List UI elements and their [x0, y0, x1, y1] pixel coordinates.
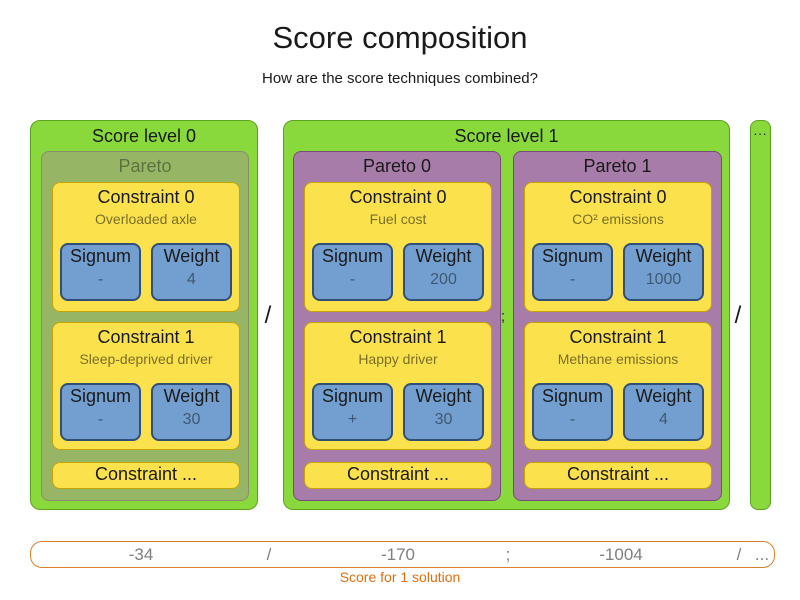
score-bar: -34 / -170 ; -1004 / ... — [30, 541, 775, 568]
weight-box: Weight 4 — [623, 383, 704, 441]
weight-box: Weight 1000 — [623, 243, 704, 301]
weight-value: 4 — [659, 411, 668, 428]
score-bar-caption: Score for 1 solution — [339, 569, 461, 585]
page-subtitle: How are the score techniques combined? — [262, 70, 538, 87]
constraint-description: Overloaded axle — [95, 211, 197, 227]
signum-value: - — [97, 271, 104, 288]
weight-label: Weight — [415, 386, 472, 406]
pareto-1-box: Pareto 1 Constraint 0 CO² emissions Sign… — [513, 151, 722, 501]
weight-value: 4 — [187, 271, 196, 288]
signum-weight-row: Signum - Weight 30 — [60, 383, 232, 441]
constraint-card: Constraint 0 Overloaded axle Signum - We… — [52, 182, 240, 312]
weight-label: Weight — [163, 386, 220, 406]
signum-weight-row: Signum - Weight 4 — [60, 243, 232, 301]
signum-box: Signum + — [312, 383, 393, 441]
signum-box: Signum - — [532, 383, 613, 441]
constraint-title: Constraint 0 — [97, 187, 195, 207]
score-level-1-box: Score level 1 Pareto 0 Constraint 0 Fuel… — [283, 120, 730, 510]
constraint-description: CO² emissions — [572, 211, 664, 227]
pareto-0-title: Pareto 0 — [362, 156, 432, 176]
weight-box: Weight 200 — [403, 243, 484, 301]
constraint-description: Happy driver — [358, 351, 438, 367]
score-separator: / — [736, 545, 742, 564]
signum-label: Signum — [69, 246, 132, 266]
pareto-faded-box: Pareto Constraint 0 Overloaded axle Sign… — [41, 151, 249, 501]
constraint-more-bar: Constraint ... — [52, 462, 240, 489]
signum-value: - — [569, 411, 576, 428]
constraint-card: Constraint 1 Sleep-deprived driver Signu… — [52, 322, 240, 450]
constraint-title: Constraint 1 — [569, 327, 667, 347]
weight-value: 30 — [434, 411, 453, 428]
constraint-description: Sleep-deprived driver — [79, 351, 213, 367]
score-ellipsis: ... — [754, 545, 770, 564]
constraint-more-bar: Constraint ... — [304, 462, 492, 489]
level-separator: / — [264, 302, 272, 329]
page-title: Score composition — [272, 20, 528, 55]
pareto-separator: ; — [500, 308, 506, 325]
weight-box: Weight 30 — [403, 383, 484, 441]
constraint-title: Constraint 1 — [97, 327, 195, 347]
constraint-title: Constraint 1 — [349, 327, 447, 347]
weight-box: Weight 30 — [151, 383, 232, 441]
constraint-title: Constraint 0 — [569, 187, 667, 207]
signum-box: Signum - — [60, 383, 141, 441]
trailing-separator: / — [734, 302, 742, 329]
constraint-title: Constraint 0 — [349, 187, 447, 207]
constraint-card: Constraint 0 Fuel cost Signum - Weight 2… — [304, 182, 492, 312]
weight-label: Weight — [415, 246, 472, 266]
constraint-description: Fuel cost — [369, 211, 427, 227]
score-level-0-title: Score level 0 — [91, 126, 197, 146]
score-level-1-title: Score level 1 — [454, 126, 559, 146]
constraint-card: Constraint 1 Happy driver Signum + Weigh… — [304, 322, 492, 450]
signum-label: Signum — [69, 386, 132, 406]
weight-label: Weight — [635, 386, 692, 406]
constraint-card: Constraint 0 CO² emissions Signum - Weig… — [524, 182, 712, 312]
signum-value: - — [349, 271, 356, 288]
weight-value: 30 — [182, 411, 201, 428]
constraint-more-bar: Constraint ... — [524, 462, 712, 489]
signum-box: Signum - — [312, 243, 393, 301]
signum-weight-row: Signum - Weight 4 — [532, 383, 704, 441]
pareto-faded-title: Pareto — [118, 156, 172, 176]
more-levels-box: ... — [750, 120, 771, 510]
weight-value: 1000 — [645, 271, 682, 288]
weight-value: 200 — [430, 271, 457, 288]
signum-label: Signum — [321, 386, 384, 406]
score-value: -1004 — [599, 545, 643, 564]
weight-label: Weight — [163, 246, 220, 266]
signum-label: Signum — [541, 386, 604, 406]
signum-label: Signum — [321, 246, 384, 266]
score-value: -170 — [380, 545, 416, 564]
signum-value: - — [569, 271, 576, 288]
signum-label: Signum — [541, 246, 604, 266]
pareto-0-box: Pareto 0 Constraint 0 Fuel cost Signum -… — [293, 151, 501, 501]
signum-box: Signum - — [532, 243, 613, 301]
signum-value: - — [97, 411, 104, 428]
weight-box: Weight 4 — [151, 243, 232, 301]
score-value: -34 — [128, 545, 154, 564]
signum-value: + — [347, 411, 358, 428]
score-separator: ; — [505, 545, 511, 564]
signum-box: Signum - — [60, 243, 141, 301]
constraint-description: Methane emissions — [557, 351, 679, 367]
score-separator: / — [266, 545, 272, 564]
weight-label: Weight — [635, 246, 692, 266]
signum-weight-row: Signum - Weight 200 — [312, 243, 484, 301]
pareto-1-title: Pareto 1 — [583, 156, 652, 176]
signum-weight-row: Signum + Weight 30 — [312, 383, 484, 441]
signum-weight-row: Signum - Weight 1000 — [532, 243, 704, 301]
score-level-0-box: Score level 0 Pareto Constraint 0 Overlo… — [30, 120, 258, 510]
constraint-card: Constraint 1 Methane emissions Signum - … — [524, 322, 712, 450]
